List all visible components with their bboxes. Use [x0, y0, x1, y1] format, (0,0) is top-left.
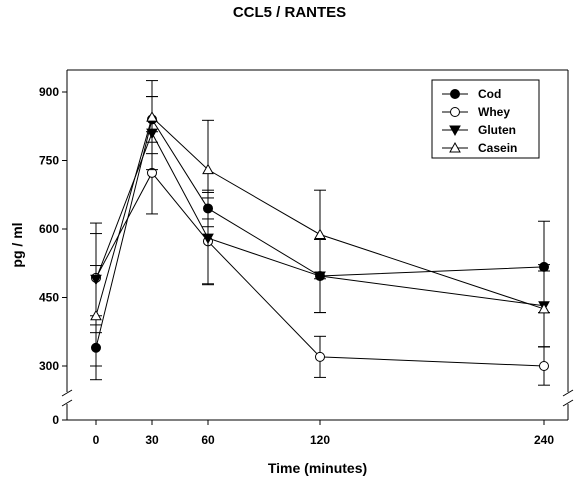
legend-label-gluten: Gluten — [478, 123, 516, 137]
y-tick-label: 450 — [39, 291, 59, 305]
y-tick-label: 900 — [39, 85, 59, 99]
chart-title: CCL5 / RANTES — [232, 4, 347, 21]
x-tick-label: 0 — [93, 433, 100, 447]
y-tick-label: 600 — [39, 222, 59, 236]
legend-label-whey: Whey — [478, 105, 510, 119]
legend-marker-whey — [450, 107, 460, 117]
data-point-casein — [202, 163, 214, 175]
legend-label-cod: Cod — [478, 87, 501, 101]
right-axis-break-mark — [562, 389, 574, 397]
y-axis-label: pg / ml — [9, 222, 25, 267]
legend-label-casein: Casein — [478, 141, 517, 155]
x-tick-label: 30 — [145, 433, 159, 447]
legend-marker-gluten — [449, 125, 461, 137]
data-point-whey — [315, 351, 325, 362]
legend: Cod Whey Gluten Casein — [431, 79, 540, 159]
x-tick-label: 60 — [201, 433, 215, 447]
y-tick-label: 0 — [52, 413, 59, 427]
data-point-gluten — [202, 233, 214, 245]
data-point-whey — [539, 361, 549, 371]
axes: 0 300 450 600 750 900 0 30 60 120 240 Time (minutes… — [9, 69, 574, 476]
legend-box — [431, 79, 540, 159]
x-axis-label: Time (minutes) — [268, 460, 367, 476]
legend-marker-casein — [449, 141, 461, 153]
y-tick-label: 750 — [39, 154, 59, 168]
series-casein — [90, 80, 550, 367]
data-point-casein — [146, 111, 158, 122]
x-tick-label: 240 — [534, 433, 554, 447]
y-tick-label: 300 — [39, 359, 59, 373]
x-tick-label: 120 — [310, 433, 330, 447]
data-point-casein — [90, 309, 102, 321]
data-point-casein — [314, 228, 326, 239]
y-axis-break-mark — [61, 389, 73, 397]
legend-marker-cod — [450, 89, 460, 99]
series-layer — [90, 80, 550, 386]
y-axis-break-mark — [61, 399, 73, 407]
data-point-casein — [538, 302, 550, 314]
right-axis-break-mark — [562, 399, 574, 407]
